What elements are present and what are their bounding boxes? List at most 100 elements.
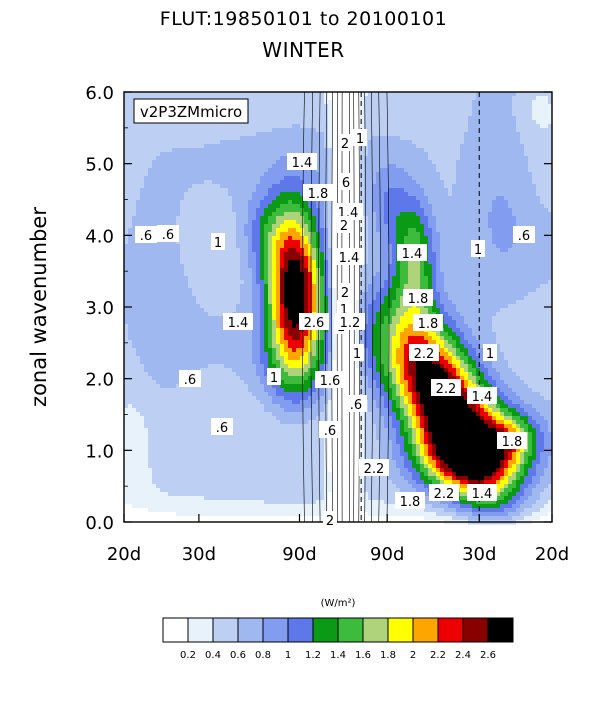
field-cell [268, 228, 273, 233]
field-cell [532, 152, 537, 157]
field-cell [188, 252, 193, 257]
field-cell [240, 152, 245, 157]
field-cell [428, 164, 433, 169]
field-cell [252, 148, 257, 153]
field-cell [548, 236, 553, 241]
field-cell [220, 152, 225, 157]
field-cell [180, 192, 185, 197]
field-cell [176, 260, 181, 265]
field-cell [488, 124, 493, 129]
field-cell [412, 228, 417, 233]
field-cell [272, 180, 277, 185]
field-cell [344, 100, 349, 105]
field-cell [504, 108, 509, 113]
field-cell [276, 124, 281, 129]
field-cell [188, 132, 193, 137]
field-cell [520, 196, 525, 201]
field-cell [456, 132, 461, 137]
field-cell [292, 140, 297, 145]
field-cell [228, 212, 233, 217]
field-cell [332, 132, 337, 137]
field-cell [132, 200, 137, 205]
field-cell [332, 276, 337, 281]
field-cell [480, 196, 485, 201]
field-cell [236, 244, 241, 249]
field-cell [304, 208, 309, 213]
field-cell [544, 248, 549, 253]
field-cell [232, 208, 237, 213]
field-cell [492, 148, 497, 153]
field-cell [300, 124, 305, 129]
field-cell [360, 272, 365, 277]
field-cell [336, 172, 341, 177]
field-cell [376, 92, 381, 97]
field-cell [364, 264, 369, 269]
field-cell [376, 156, 381, 161]
field-cell [256, 140, 261, 145]
field-cell [208, 260, 213, 265]
field-cell [288, 248, 293, 253]
field-cell [128, 112, 133, 117]
field-cell [500, 128, 505, 133]
field-cell [524, 268, 529, 273]
field-cell [436, 100, 441, 105]
field-cell [264, 204, 269, 209]
field-cell [444, 196, 449, 201]
field-cell [540, 92, 545, 97]
field-cell [132, 124, 137, 129]
field-cell [376, 252, 381, 257]
field-cell [248, 156, 253, 161]
field-cell [268, 200, 273, 205]
field-cell [296, 136, 301, 141]
field-cell [224, 184, 229, 189]
field-cell [184, 228, 189, 233]
field-cell [152, 156, 157, 161]
field-cell [288, 100, 293, 105]
field-cell [480, 140, 485, 145]
field-cell [244, 220, 249, 225]
field-cell [508, 108, 513, 113]
field-cell [468, 168, 473, 173]
field-cell [528, 268, 533, 273]
field-cell [228, 220, 233, 225]
field-cell [224, 228, 229, 233]
field-cell [160, 212, 165, 217]
field-cell [196, 128, 201, 133]
field-cell [540, 256, 545, 261]
field-cell [196, 172, 201, 177]
field-cell [188, 168, 193, 173]
field-cell [192, 196, 197, 201]
field-cell [364, 156, 369, 161]
field-cell [148, 196, 153, 201]
field-cell [172, 132, 177, 137]
field-cell [132, 248, 137, 253]
field-cell [204, 196, 209, 201]
field-cell [428, 128, 433, 133]
field-cell [160, 132, 165, 137]
field-cell [140, 124, 145, 129]
field-cell [292, 268, 297, 273]
field-cell [256, 116, 261, 121]
field-cell [308, 144, 313, 149]
field-cell [528, 264, 533, 269]
field-cell [144, 208, 149, 213]
field-cell [236, 156, 241, 161]
field-cell [436, 164, 441, 169]
field-cell [500, 228, 505, 233]
field-cell [488, 156, 493, 161]
field-cell [368, 232, 373, 237]
field-cell [448, 208, 453, 213]
field-cell [196, 244, 201, 249]
field-cell [288, 120, 293, 125]
field-cell [208, 236, 213, 241]
field-cell [436, 104, 441, 109]
field-cell [424, 104, 429, 109]
field-cell [440, 244, 445, 249]
field-cell [452, 140, 457, 145]
field-cell [432, 208, 437, 213]
field-cell [384, 152, 389, 157]
field-cell [544, 164, 549, 169]
field-cell [268, 192, 273, 197]
field-cell [484, 200, 489, 205]
field-cell [476, 204, 481, 209]
